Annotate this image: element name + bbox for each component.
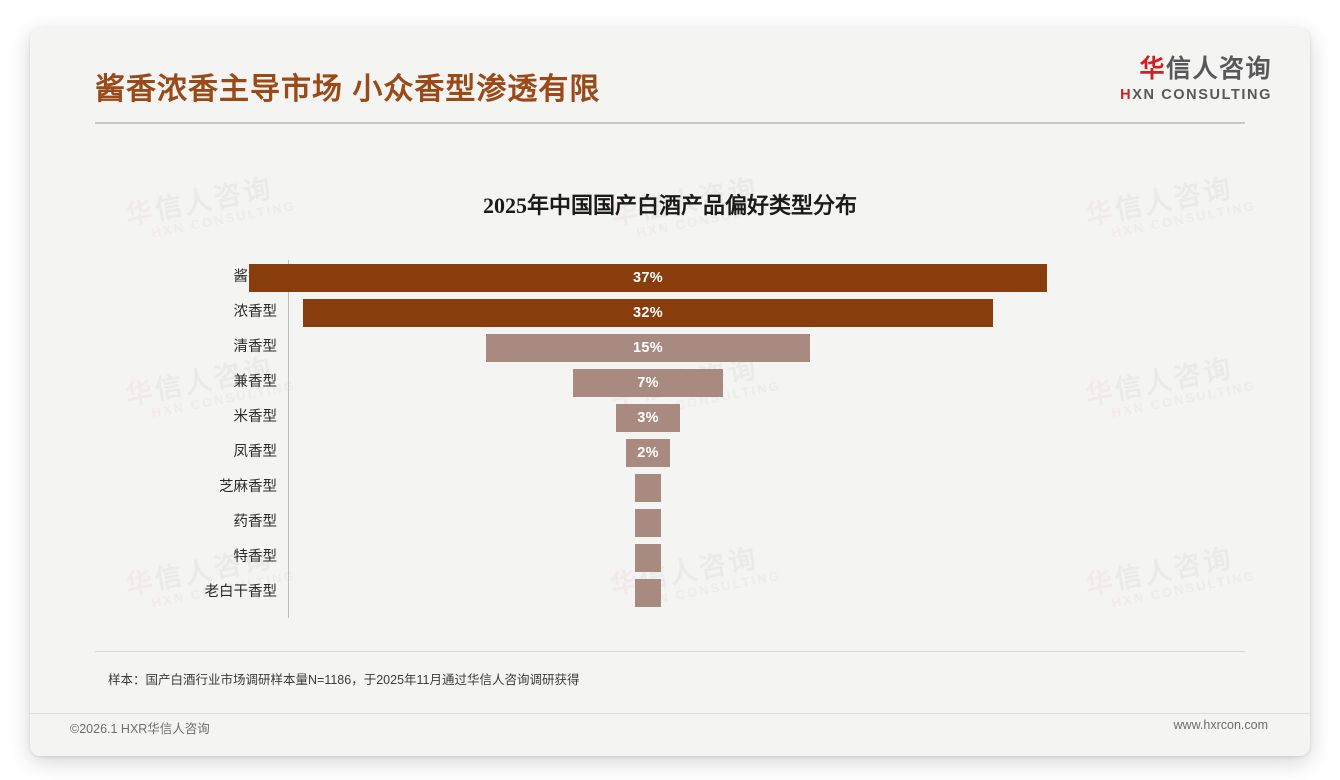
chart-bar-row: 清香型 15% [125, 330, 1215, 365]
category-label-3: 兼香型 [233, 374, 278, 390]
chart-bar[interactable]: 37% [249, 264, 1047, 292]
category-label-4: 米香型 [233, 409, 278, 425]
bar-track: 15% [289, 330, 1215, 365]
header-divider [95, 122, 1245, 124]
chart-bar[interactable] [635, 544, 661, 572]
chart-bar[interactable]: 2% [626, 439, 670, 467]
bar-track: 3% [289, 400, 1215, 435]
bar-series: 酱香型37% 浓香型 32% 清香型 15% 兼香型 7% 米香型 3% 凤香型 2% 芝麻香型药香型… [125, 260, 1215, 610]
chart-bar[interactable] [635, 509, 661, 537]
chart-bar-row: 米香型 3% [125, 400, 1215, 435]
slide-card: 华信人咨询 HXN CONSULTING 华信人咨询 HXN CONSULTING 华信… [30, 28, 1310, 756]
logo-cn-rest: 信人咨询 [1165, 55, 1272, 83]
bar-value-label: 37% [633, 270, 663, 286]
footnote-divider [95, 651, 1245, 652]
category-label-6: 芝麻香型 [219, 479, 277, 495]
category-label-7: 药香型 [233, 514, 278, 530]
logo-chinese-text: 华信人咨询 [1120, 55, 1272, 84]
chart-bar-row: 老白干香型 [125, 575, 1215, 610]
bar-track: 2% [289, 435, 1215, 470]
bar-track [289, 575, 1215, 610]
copyright-text: ©2026.1 HXR华信人咨询 [70, 722, 210, 736]
slide-footer: ©2026.1 HXR华信人咨询 www.hxrcon.com [30, 718, 1310, 744]
bar-value-label: 32% [633, 305, 663, 321]
logo-hua-glyph: 华 [1139, 55, 1166, 83]
chart-title: 2025年中国国产白酒产品偏好类型分布 [482, 193, 857, 218]
bar-track [289, 505, 1215, 540]
brand-logo: 华信人咨询 HXN CONSULTING [1120, 55, 1272, 103]
bar-value-label: 3% [637, 410, 659, 426]
category-label-5: 凤香型 [233, 444, 278, 460]
chart-bar[interactable]: 15% [486, 334, 810, 362]
chart-bar-row: 特香型 [125, 540, 1215, 575]
chart-plot-area: 酱香型37% 浓香型 32% 清香型 15% 兼香型 7% 米香型 3% 凤香型 2% 芝麻香型药香型… [125, 260, 1215, 618]
website-link[interactable]: www.hxrcon.com [1173, 718, 1268, 732]
logo-h-glyph: H [1120, 86, 1133, 103]
bar-track [289, 470, 1215, 505]
bar-value-label: 15% [633, 340, 663, 356]
slide-header: 酱香浓香主导市场 小众香型渗透有限 华信人咨询 HXN CONSULTING [30, 28, 1310, 124]
chart-bar-row: 浓香型 32% [125, 295, 1215, 330]
page-title: 酱香浓香主导市场 小众香型渗透有限 [95, 73, 601, 106]
logo-english-text: HXN CONSULTING [1120, 87, 1272, 103]
bar-track: 7% [289, 365, 1215, 400]
chart-bar-row: 兼香型 7% [125, 365, 1215, 400]
footer-divider [30, 713, 1310, 714]
category-label-1: 浓香型 [233, 304, 278, 320]
bar-track: 32% [289, 295, 1215, 330]
bar-value-label: 7% [637, 375, 659, 391]
source-footnote: 样本：国产白酒行业市场调研样本量N=1186，于2025年11月通过华信人咨询调… [108, 673, 580, 687]
category-label-2: 清香型 [233, 339, 278, 355]
category-label-9: 老白干香型 [204, 584, 278, 600]
bar-track [289, 540, 1215, 575]
logo-en-rest: XN CONSULTING [1132, 86, 1272, 103]
chart-bar-row: 药香型 [125, 505, 1215, 540]
chart-bar-row: 凤香型 2% [125, 435, 1215, 470]
chart-bar[interactable]: 3% [615, 404, 681, 432]
bar-track: 37% [249, 260, 1215, 295]
chart-bar-row: 芝麻香型 [125, 470, 1215, 505]
bar-value-label: 2% [637, 445, 659, 461]
category-label-8: 特香型 [233, 549, 278, 565]
chart-container: 2025年中国国产白酒产品偏好类型分布 酱香型37% 浓香型 32% 清香型 15% 兼香… [30, 128, 1310, 648]
chart-bar-row: 酱香型37% [125, 260, 1215, 295]
chart-bar[interactable]: 7% [572, 369, 724, 397]
chart-bar[interactable]: 32% [302, 299, 994, 327]
category-axis-line [288, 260, 289, 618]
chart-bar[interactable] [635, 474, 661, 502]
chart-bar[interactable] [635, 579, 661, 607]
